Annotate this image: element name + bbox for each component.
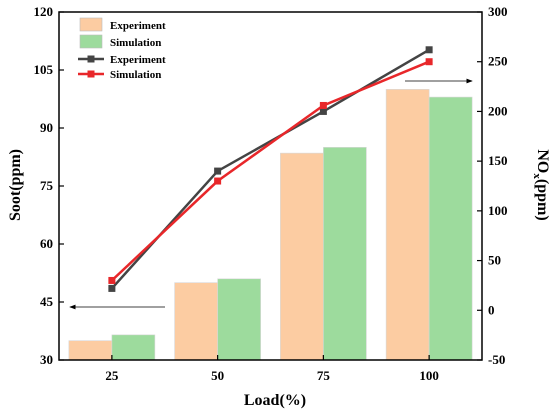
bar-simulation-50: [217, 278, 261, 361]
left-tick-label-45: 45: [40, 294, 54, 309]
right-tick-label-50: 50: [488, 253, 501, 268]
x-tick-label-75: 75: [317, 368, 331, 383]
x-axis-title: Load(%): [244, 392, 306, 409]
left-axis-title: Soot(ppm): [7, 149, 24, 221]
right-tick-label-150: 150: [488, 153, 508, 168]
legend-swatch-bar-simulation: [79, 34, 103, 49]
legend-label-bar-experiment: Experiment: [110, 20, 166, 32]
bar-experiment-75: [280, 152, 324, 361]
x-tick-label-50: 50: [211, 368, 224, 383]
left-tick-label-105: 105: [34, 62, 54, 77]
legend-label-bar-simulation: Simulation: [110, 37, 161, 49]
legend-marker-experiment: [87, 55, 95, 63]
lines-layer: [108, 46, 433, 292]
legend: Experiment Simulation Experiment Simulation: [78, 17, 166, 81]
right-tick-label--50: -50: [488, 352, 505, 367]
bar-experiment-100: [385, 89, 430, 361]
bar-simulation-75: [323, 147, 367, 361]
marker-simulation-50: [214, 177, 222, 185]
left-tick-label-75: 75: [40, 178, 54, 193]
right-tick-label-300: 300: [488, 4, 508, 19]
legend-marker-simulation: [87, 70, 95, 78]
bars-layer: [68, 89, 473, 361]
x-tick-label-100: 100: [419, 368, 439, 383]
right-tick-label-0: 0: [488, 302, 495, 317]
legend-swatch-bar-experiment: [79, 17, 103, 32]
right-axis-title-sub: x: [531, 173, 543, 179]
right-axis-title: NOx(ppm): [531, 149, 550, 220]
marker-simulation-100: [425, 58, 433, 66]
left-tick-label-30: 30: [40, 352, 53, 367]
marker-experiment-50: [214, 167, 222, 175]
legend-label-line-simulation: Simulation: [110, 69, 161, 81]
marker-experiment-75: [319, 107, 327, 115]
marker-simulation-25: [108, 276, 116, 284]
right-axis-title-unit: (ppm): [534, 179, 550, 221]
marker-experiment-25: [108, 284, 116, 292]
bar-simulation-25: [111, 334, 156, 361]
right-axis-title-main: NO: [534, 149, 550, 173]
right-tick-label-100: 100: [488, 203, 508, 218]
axes-layer: [58, 11, 483, 361]
bar-experiment-25: [68, 340, 113, 361]
left-tick-label-120: 120: [34, 4, 54, 19]
left-tick-label-90: 90: [40, 120, 53, 135]
bar-simulation-100: [428, 96, 473, 361]
legend-label-line-experiment: Experiment: [110, 54, 166, 66]
bar-experiment-50: [174, 282, 218, 361]
line-experiment: [110, 48, 430, 290]
marker-experiment-100: [425, 46, 433, 54]
marker-simulation-75: [319, 101, 327, 109]
tick-labels: 30 45 60 75 90 105 120 -50 0 50 100 150 200 250 300 25 5…: [34, 4, 508, 383]
right-tick-label-200: 200: [488, 103, 508, 118]
annotations-layer: [69, 78, 473, 310]
left-tick-label-60: 60: [40, 236, 53, 251]
x-tick-label-25: 25: [105, 368, 119, 383]
right-tick-label-250: 250: [488, 54, 508, 69]
line-simulation: [111, 60, 430, 282]
